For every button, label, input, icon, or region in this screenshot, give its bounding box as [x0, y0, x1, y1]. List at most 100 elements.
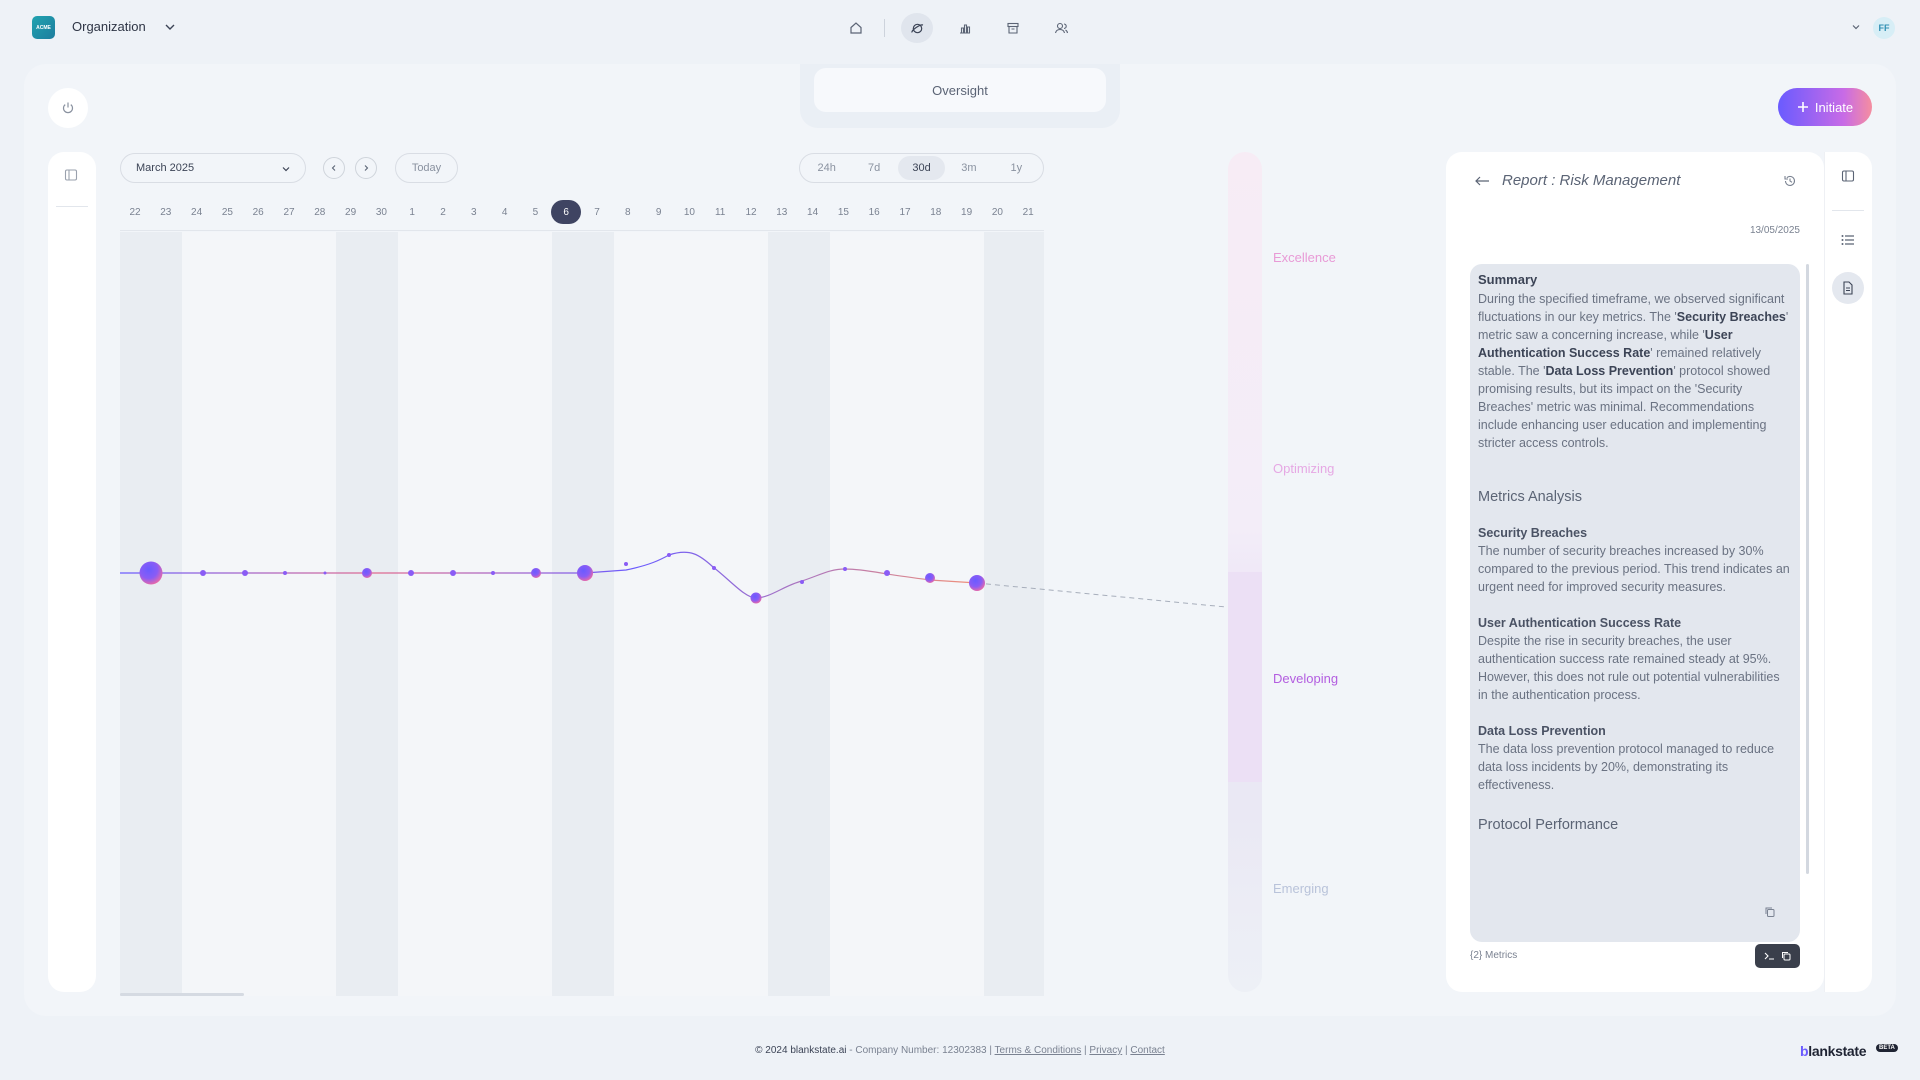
- planet-icon[interactable]: [901, 13, 933, 43]
- day-item[interactable]: 27: [283, 206, 295, 218]
- data-point[interactable]: [283, 571, 287, 575]
- document-icon[interactable]: [1832, 272, 1864, 304]
- data-point[interactable]: [925, 573, 935, 583]
- range-option[interactable]: 30d: [897, 156, 946, 180]
- day-item[interactable]: 24: [191, 206, 203, 218]
- list-icon[interactable]: [1836, 228, 1860, 252]
- day-item[interactable]: 29: [345, 206, 357, 218]
- home-icon[interactable]: [840, 13, 872, 43]
- day-item[interactable]: 28: [314, 206, 326, 218]
- day-item[interactable]: 8: [625, 206, 631, 218]
- users-icon[interactable]: [1045, 13, 1077, 43]
- privacy-link[interactable]: Privacy: [1089, 1045, 1123, 1056]
- prev-button[interactable]: [323, 157, 345, 179]
- level-emerging: Emerging: [1273, 881, 1329, 896]
- data-point[interactable]: [323, 571, 327, 575]
- data-point[interactable]: [624, 562, 628, 566]
- day-item[interactable]: 9: [655, 206, 662, 218]
- history-icon[interactable]: [1783, 174, 1797, 188]
- chart-band: [182, 232, 336, 996]
- day-item[interactable]: 4: [501, 206, 508, 218]
- horizontal-scrollbar[interactable]: [120, 993, 244, 996]
- data-point[interactable]: [750, 592, 762, 604]
- report-scrollbar[interactable]: [1806, 264, 1809, 874]
- data-point[interactable]: [712, 566, 716, 570]
- day-item[interactable]: 14: [807, 206, 819, 218]
- nav-divider: [884, 19, 885, 37]
- back-arrow-icon[interactable]: [1474, 175, 1490, 187]
- day-item[interactable]: 21: [1022, 206, 1034, 218]
- next-button[interactable]: [355, 157, 377, 179]
- today-button[interactable]: Today: [395, 153, 458, 183]
- data-point[interactable]: [242, 570, 248, 576]
- day-item[interactable]: 1: [409, 206, 415, 218]
- copy-icon[interactable]: [1764, 906, 1776, 918]
- panel-toggle-icon[interactable]: [1836, 164, 1860, 188]
- org-logo[interactable]: ACME: [32, 16, 55, 39]
- day-item[interactable]: 5: [532, 206, 539, 218]
- archive-icon[interactable]: [997, 13, 1029, 43]
- data-point[interactable]: [531, 568, 541, 578]
- data-point[interactable]: [667, 553, 671, 557]
- data-point[interactable]: [969, 575, 985, 591]
- avatar[interactable]: FF: [1873, 17, 1895, 39]
- day-item[interactable]: 3: [471, 206, 477, 218]
- day-item[interactable]: 20: [991, 206, 1003, 218]
- range-option[interactable]: 24h: [817, 162, 836, 174]
- range-option[interactable]: 3m: [961, 162, 977, 174]
- brand-initial: b: [1800, 1043, 1809, 1059]
- day-item[interactable]: 2: [440, 206, 446, 218]
- summary-heading: Summary: [1478, 272, 1538, 287]
- day-item[interactable]: 23: [160, 206, 172, 218]
- summary-emphasis: Security Breaches: [1676, 310, 1786, 324]
- day-item[interactable]: 6: [551, 200, 582, 224]
- sidebar-toggle-icon[interactable]: [64, 168, 78, 182]
- data-point[interactable]: [884, 570, 890, 576]
- summary-text-part: ' metric saw a concerning increase, whil…: [1478, 310, 1789, 342]
- company-number: - Company Number: 12302383 |: [846, 1045, 995, 1056]
- data-point[interactable]: [450, 570, 456, 576]
- initiate-button[interactable]: Initiate: [1778, 88, 1872, 126]
- range-option[interactable]: 7d: [867, 162, 881, 174]
- day-item[interactable]: 13: [776, 206, 788, 218]
- contact-link[interactable]: Contact: [1130, 1045, 1165, 1056]
- data-point[interactable]: [800, 580, 804, 584]
- day-item[interactable]: 17: [899, 206, 911, 218]
- oversight-tab[interactable]: Oversight: [814, 68, 1106, 112]
- chevron-left-icon: [331, 165, 336, 171]
- day-item[interactable]: 30: [375, 206, 387, 218]
- report-date: 13/05/2025: [1749, 225, 1800, 236]
- range-option[interactable]: 1y: [1010, 162, 1023, 174]
- day-item[interactable]: 26: [252, 206, 264, 218]
- day-item[interactable]: 7: [594, 206, 600, 218]
- day-item[interactable]: 16: [868, 206, 880, 218]
- day-item[interactable]: 11: [714, 206, 726, 218]
- bar-chart-icon[interactable]: [949, 13, 981, 43]
- terms-link[interactable]: Terms & Conditions: [994, 1045, 1082, 1056]
- summary-text: During the specified timeframe, we obser…: [1478, 290, 1792, 452]
- data-point[interactable]: [408, 570, 414, 576]
- day-item[interactable]: 18: [930, 206, 942, 218]
- data-point[interactable]: [139, 561, 163, 585]
- day-item[interactable]: 25: [221, 206, 233, 218]
- month-label: March 2025: [136, 162, 195, 174]
- data-point[interactable]: [362, 568, 372, 578]
- top-bar: ACME Organization FF: [0, 0, 1920, 56]
- day-item[interactable]: 22: [129, 206, 141, 218]
- day-item[interactable]: 10: [683, 206, 695, 218]
- data-point[interactable]: [200, 570, 206, 576]
- org-name[interactable]: Organization: [72, 19, 146, 34]
- chevron-down-icon[interactable]: [1851, 22, 1861, 32]
- day-item[interactable]: 19: [961, 206, 973, 218]
- data-point[interactable]: [577, 565, 593, 581]
- data-point[interactable]: [843, 567, 847, 571]
- chevron-down-icon[interactable]: [164, 21, 176, 33]
- month-select[interactable]: March 2025: [120, 153, 306, 183]
- terminal-copy-button[interactable]: [1755, 944, 1800, 968]
- power-button[interactable]: [48, 88, 88, 128]
- data-point[interactable]: [491, 571, 495, 575]
- day-item[interactable]: 12: [745, 206, 757, 218]
- day-item[interactable]: 15: [837, 206, 849, 218]
- level-developing: Developing: [1273, 671, 1339, 686]
